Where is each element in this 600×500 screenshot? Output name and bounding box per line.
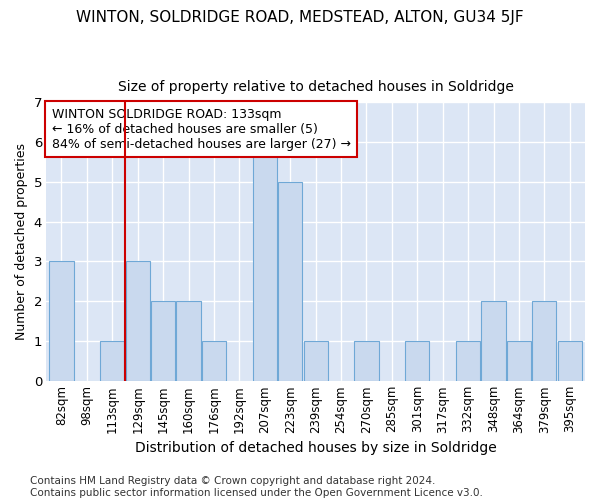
Bar — [557, 341, 582, 381]
Bar — [456, 341, 480, 381]
Bar — [355, 341, 379, 381]
Bar — [202, 341, 226, 381]
Bar — [100, 341, 124, 381]
Bar — [405, 341, 430, 381]
Y-axis label: Number of detached properties: Number of detached properties — [15, 143, 28, 340]
Bar — [507, 341, 531, 381]
Bar — [151, 301, 175, 381]
Text: WINTON SOLDRIDGE ROAD: 133sqm
← 16% of detached houses are smaller (5)
84% of se: WINTON SOLDRIDGE ROAD: 133sqm ← 16% of d… — [52, 108, 350, 150]
Bar — [253, 142, 277, 381]
Bar — [176, 301, 200, 381]
Title: Size of property relative to detached houses in Soldridge: Size of property relative to detached ho… — [118, 80, 514, 94]
Text: WINTON, SOLDRIDGE ROAD, MEDSTEAD, ALTON, GU34 5JF: WINTON, SOLDRIDGE ROAD, MEDSTEAD, ALTON,… — [76, 10, 524, 25]
Bar — [49, 262, 74, 381]
Bar — [125, 262, 150, 381]
X-axis label: Distribution of detached houses by size in Soldridge: Distribution of detached houses by size … — [135, 441, 496, 455]
Bar — [278, 182, 302, 381]
Bar — [304, 341, 328, 381]
Text: Contains HM Land Registry data © Crown copyright and database right 2024.
Contai: Contains HM Land Registry data © Crown c… — [30, 476, 483, 498]
Bar — [532, 301, 556, 381]
Bar — [481, 301, 506, 381]
